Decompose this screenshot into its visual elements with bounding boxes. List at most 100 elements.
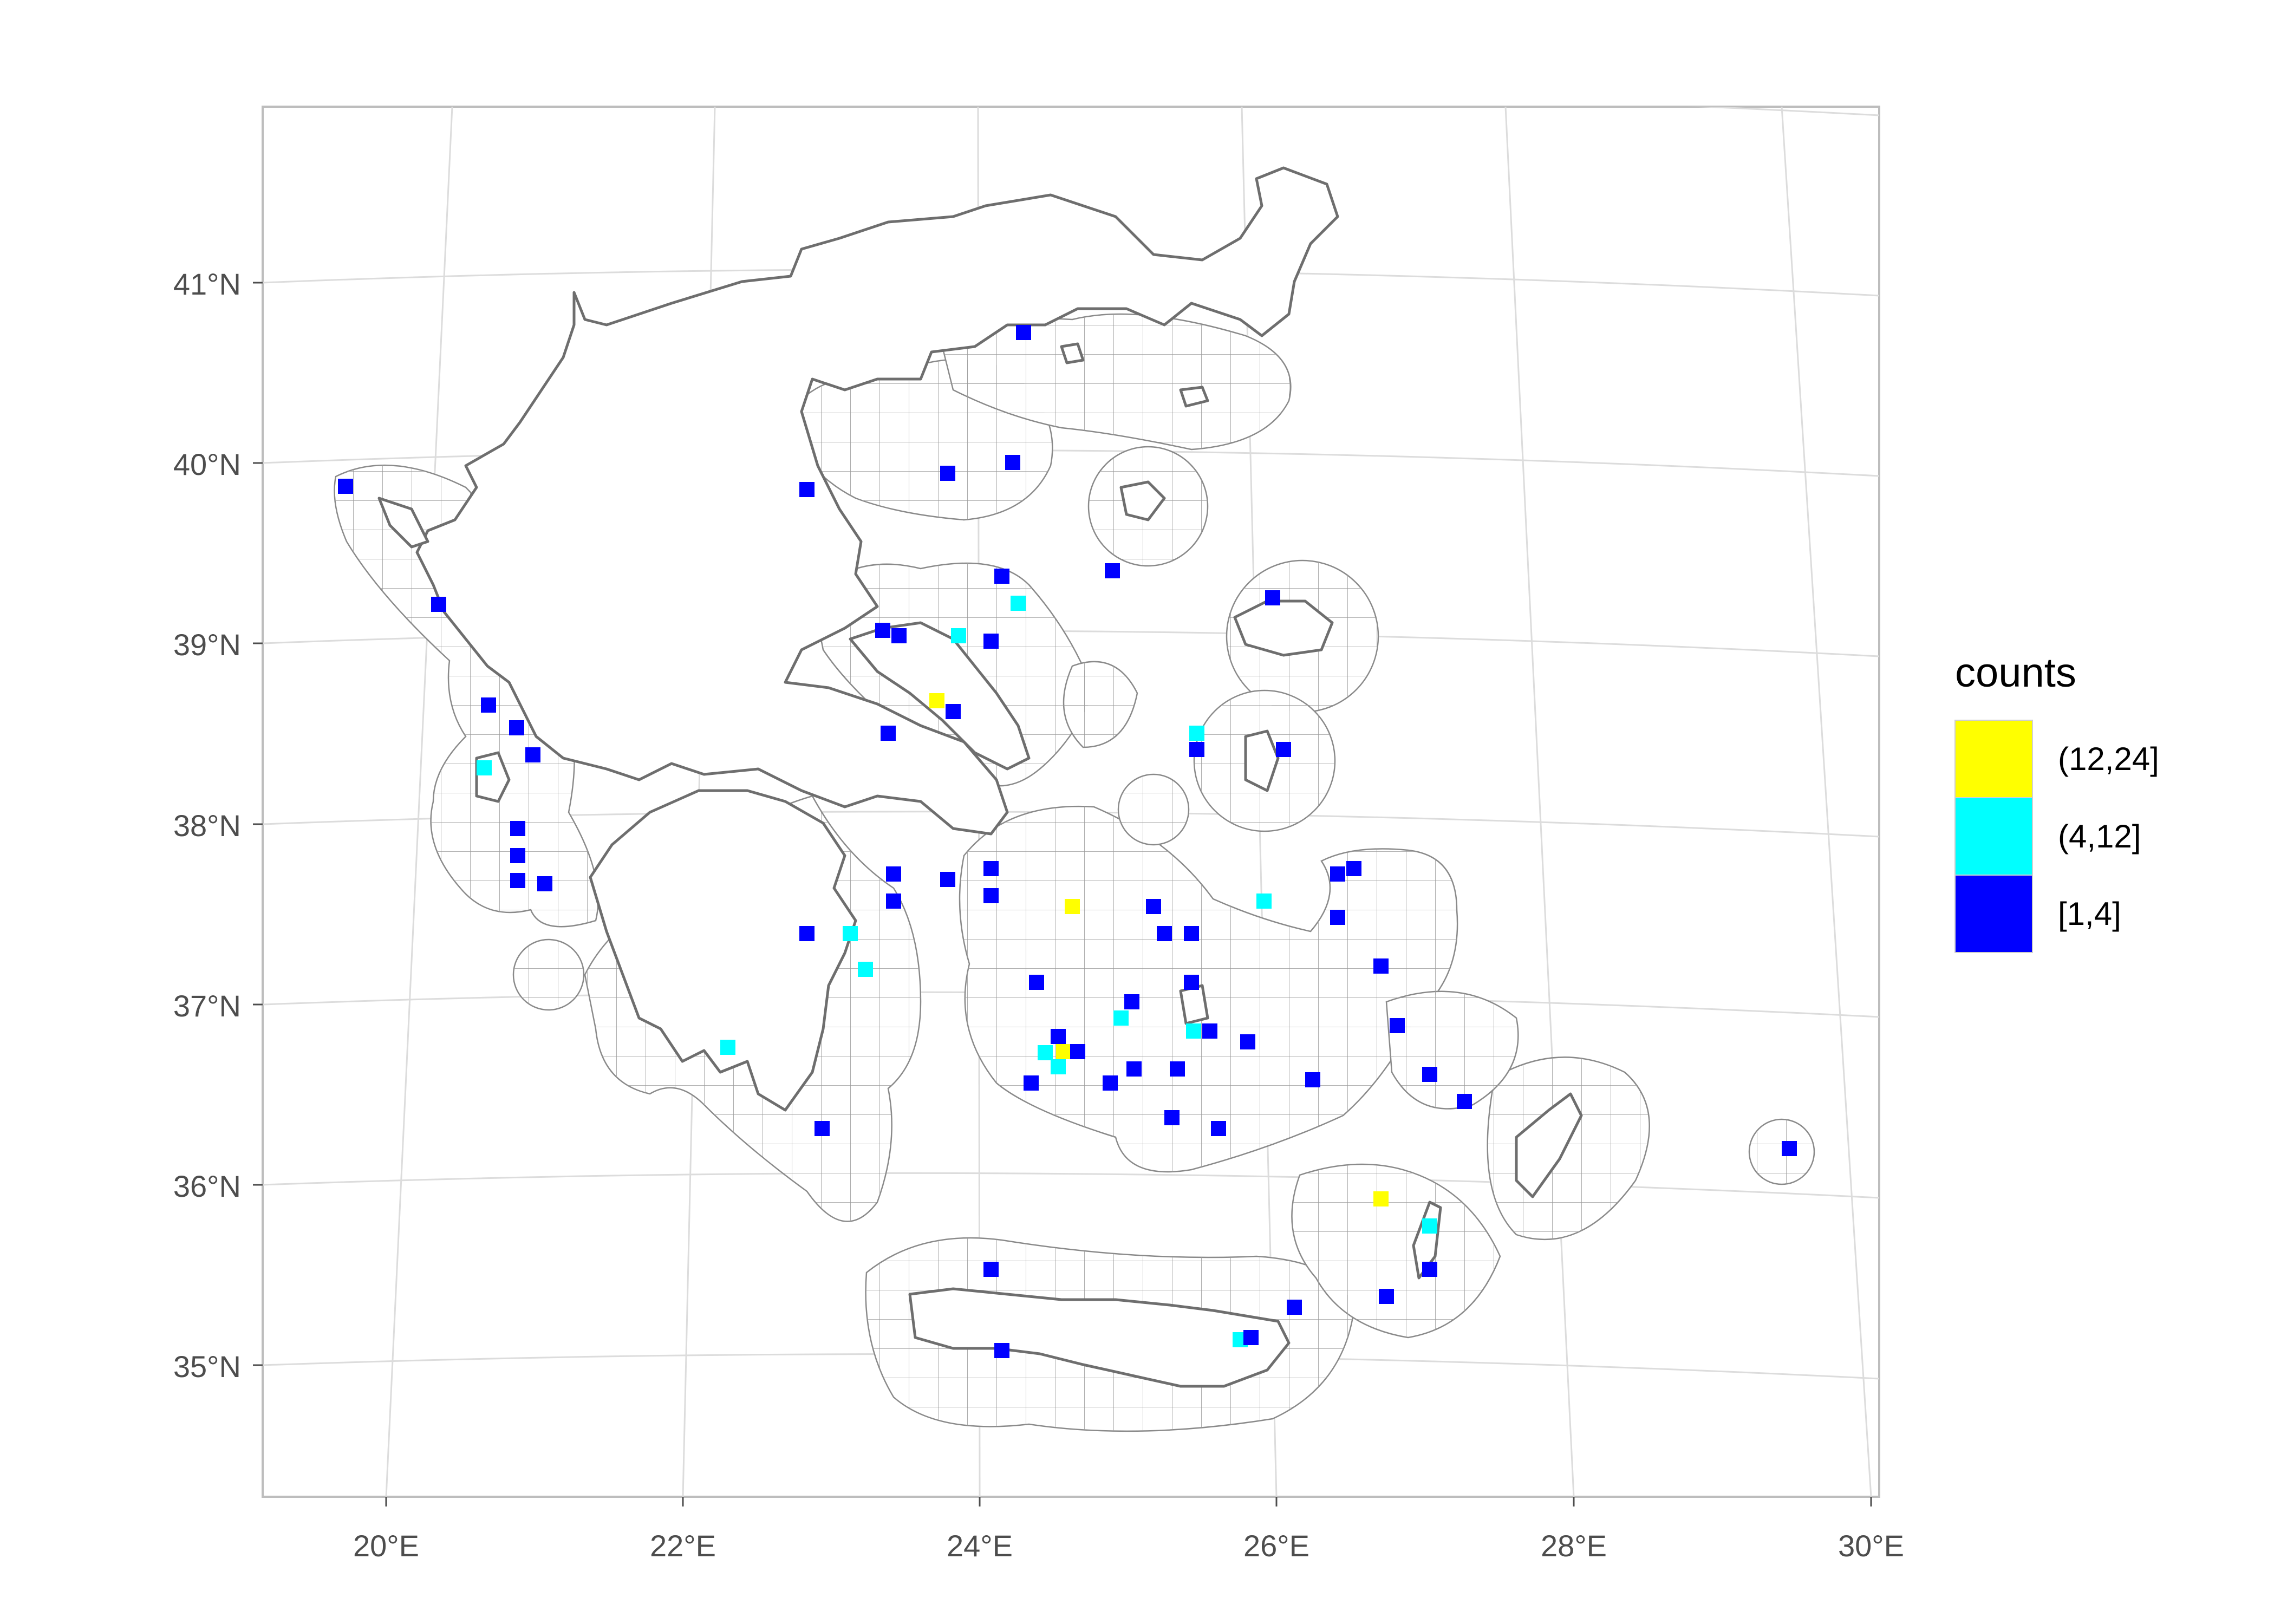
cell-low: [886, 893, 901, 909]
cell-low: [886, 866, 901, 882]
cell-low: [510, 873, 525, 888]
cell-low: [537, 876, 552, 891]
samothrace-outline: [1179, 386, 1209, 408]
cell-low: [1287, 1300, 1302, 1315]
legend-title: counts: [1955, 650, 2076, 696]
cell-high: [929, 693, 944, 708]
corfu-outline: [377, 497, 429, 549]
naxos-outline: [1179, 984, 1209, 1025]
cell-high: [1056, 1044, 1071, 1059]
tick-label-lon-30: 30°E: [1838, 1529, 1904, 1563]
cell-low: [1265, 590, 1280, 605]
cell-low: [1782, 1141, 1797, 1156]
x-axis-ticks: 20°E 22°E 24°E 26°E 28°E 30°E: [353, 1497, 1904, 1563]
peloponnese-outline: [589, 789, 857, 1112]
legend-label-low: [1,4]: [2058, 896, 2121, 932]
grid-overlay-thrace: [942, 314, 1291, 449]
chios-outline: [1244, 729, 1280, 792]
cell-mid: [1186, 1023, 1201, 1039]
y-axis-ticks: 35°N 36°N 37°N 38°N 39°N 40°N 41°N: [173, 267, 263, 1384]
count-cells: [338, 325, 1797, 1358]
cell-mid: [720, 1040, 735, 1055]
thassos-outline: [1060, 342, 1085, 364]
cell-low: [799, 482, 815, 497]
cell-mid: [1038, 1045, 1053, 1060]
meridian-30: [1781, 107, 1872, 1497]
cell-low: [1422, 1262, 1437, 1277]
grid-overlay-dodecanese-north: [1386, 991, 1519, 1109]
tick-label-lon-24: 24°E: [947, 1529, 1013, 1563]
tick-label-lon-22: 22°E: [650, 1529, 716, 1563]
legend-swatch-high: [1954, 720, 2033, 798]
cell-low: [1240, 1034, 1255, 1049]
cell-low: [1103, 1075, 1118, 1091]
cell-low: [1422, 1067, 1437, 1082]
cell-mid: [477, 760, 492, 775]
cell-high: [1373, 1191, 1389, 1206]
tick-label-lat-35: 35°N: [173, 1349, 241, 1384]
cell-low: [891, 628, 907, 643]
grid-overlay-ionian: [334, 465, 598, 927]
grid-overlay-sporades: [1064, 661, 1137, 747]
cell-low: [1164, 1110, 1180, 1125]
grid-overlay-zakynthos-south: [513, 940, 584, 1010]
cell-mid: [1422, 1218, 1437, 1234]
cell-low: [1024, 1075, 1039, 1091]
legend-label-high: (12,24]: [2058, 741, 2159, 777]
grid-overlay-cyclades: [960, 806, 1458, 1172]
tick-label-lat-41: 41°N: [173, 267, 241, 301]
cell-low: [1457, 1094, 1472, 1109]
tick-label-lat-37: 37°N: [173, 989, 241, 1023]
cell-low: [1346, 861, 1361, 876]
grid-overlay-dodecanese: [1292, 1164, 1500, 1338]
legend-swatch-mid: [1954, 797, 2033, 876]
cell-low: [799, 926, 815, 941]
cell-low: [431, 597, 446, 612]
cell-low: [509, 720, 524, 735]
cell-low: [1051, 1029, 1066, 1044]
cell-mid: [1011, 596, 1026, 611]
cell-low: [983, 888, 999, 903]
cell-low: [940, 466, 955, 481]
cell-low: [1126, 1061, 1142, 1077]
tick-label-lat-38: 38°N: [173, 808, 241, 843]
legend-swatch-low: [1954, 875, 2033, 953]
cell-mid: [1256, 893, 1272, 909]
cell-low: [1390, 1018, 1405, 1033]
grid-overlay-skyros: [1118, 774, 1189, 845]
cell-low: [1157, 926, 1172, 941]
tick-label-lat-36: 36°N: [173, 1169, 241, 1203]
cell-low: [983, 1262, 999, 1277]
cell-low: [946, 704, 961, 719]
cell-low: [338, 479, 353, 494]
cell-mid: [858, 962, 873, 977]
tick-label-lon-28: 28°E: [1541, 1529, 1607, 1563]
cell-high: [1065, 899, 1080, 914]
lemnos-outline: [1119, 480, 1166, 521]
cell-low: [1184, 926, 1199, 941]
cell-low: [994, 569, 1009, 584]
cell-mid: [1051, 1059, 1066, 1074]
cell-low: [1029, 975, 1044, 990]
cell-low: [1170, 1061, 1185, 1077]
cell-low: [481, 697, 496, 713]
cell-low: [983, 861, 999, 876]
meridian-28: [1504, 107, 1575, 1497]
cell-low: [940, 872, 955, 887]
legend-label-mid: (4,12]: [2058, 818, 2141, 855]
cell-low: [1189, 742, 1204, 757]
cell-low: [1146, 899, 1161, 914]
cell-low: [1184, 975, 1199, 990]
tick-label-lon-26: 26°E: [1243, 1529, 1309, 1563]
cell-mid: [1113, 1010, 1129, 1026]
cell-mid: [1189, 726, 1204, 741]
meridian-20: [385, 107, 453, 1497]
cell-low: [1330, 866, 1345, 882]
cell-low: [875, 623, 890, 638]
cell-low: [525, 747, 540, 762]
tick-label-lat-39: 39°N: [173, 628, 241, 662]
cell-low: [1124, 994, 1139, 1009]
cell-low: [1016, 325, 1031, 340]
tick-label-lat-40: 40°N: [173, 447, 241, 481]
